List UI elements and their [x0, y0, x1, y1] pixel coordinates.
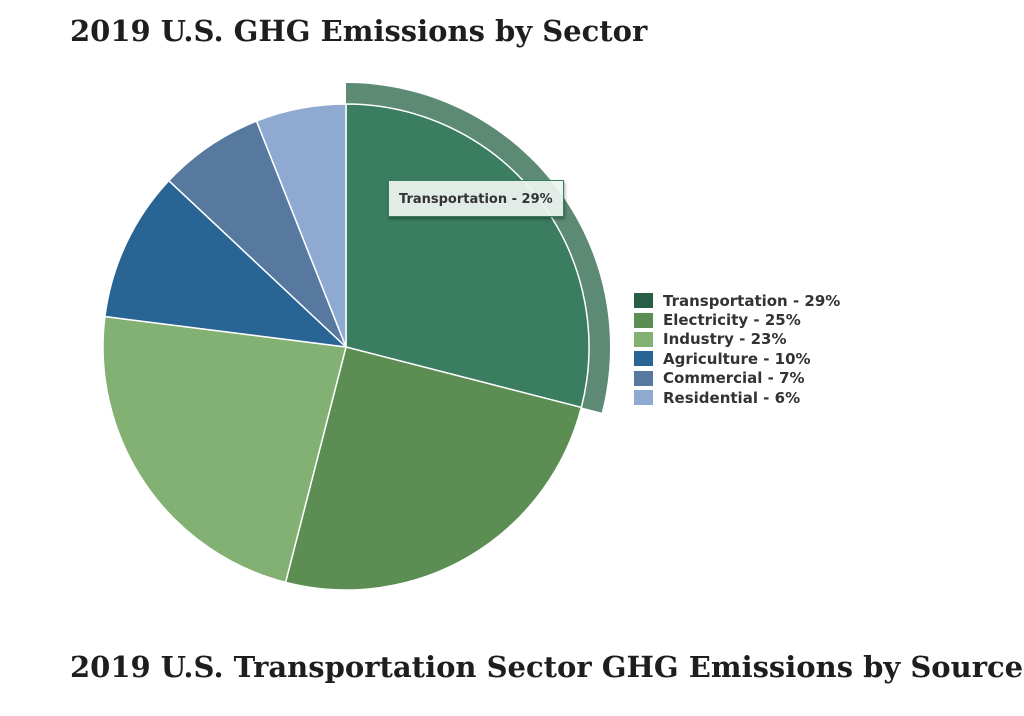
legend-label: Transportation - 29% [663, 291, 841, 310]
slice-tooltip: Transportation - 29% [388, 180, 564, 217]
pie-slice-industry[interactable] [102, 315, 347, 584]
pie-slice-commercial[interactable] [168, 120, 347, 348]
legend-label: Electricity - 25% [663, 311, 801, 330]
chart-legend: Transportation - 29% Electricity - 25% Ind… [634, 291, 840, 407]
chart-title: 2019 U.S. GHG Emissions by Sector [70, 14, 648, 48]
legend-swatch [634, 390, 653, 406]
legend-label: Agriculture - 10% [663, 349, 811, 368]
legend-item-residential[interactable]: Residential - 6% [634, 388, 840, 407]
legend-swatch [634, 293, 653, 309]
pie-slice-agriculture[interactable] [104, 179, 347, 348]
legend-swatch [634, 351, 653, 367]
legend-label: Residential - 6% [663, 388, 801, 407]
legend-swatch [634, 331, 653, 347]
legend-item-agriculture[interactable]: Agriculture - 10% [634, 349, 840, 368]
legend-label: Industry - 23% [663, 330, 787, 349]
legend-label: Commercial - 7% [663, 369, 805, 388]
legend-swatch [634, 312, 653, 328]
pie-slice-residential[interactable] [255, 103, 347, 348]
legend-item-industry[interactable]: Industry - 23% [634, 330, 840, 349]
legend-item-transportation[interactable]: Transportation - 29% [634, 291, 840, 310]
pie-slice-electricity[interactable] [284, 346, 583, 591]
next-section-title: 2019 U.S. Transportation Sector GHG Emis… [70, 650, 1024, 684]
legend-item-commercial[interactable]: Commercial - 7% [634, 369, 840, 388]
legend-swatch [634, 370, 653, 386]
legend-item-electricity[interactable]: Electricity - 25% [634, 310, 840, 329]
